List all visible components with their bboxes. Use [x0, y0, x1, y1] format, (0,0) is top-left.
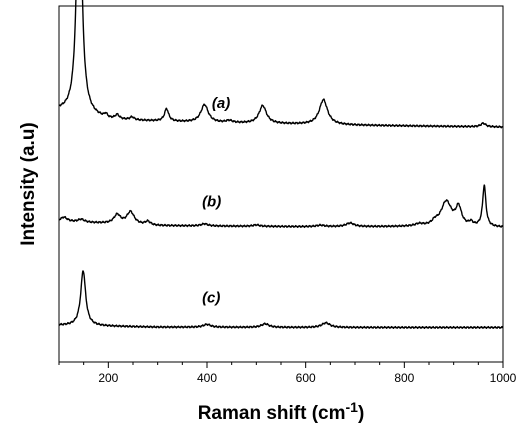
series-label-c: (c) — [202, 290, 220, 307]
series-label-a: (a) — [212, 95, 230, 112]
spectrum-line-c — [58, 270, 504, 330]
x-tick-label: 200 — [98, 371, 118, 385]
series-label-b: (b) — [202, 193, 221, 210]
x-axis-title-main: Raman shift (cm — [198, 403, 346, 424]
x-tick-label: 1000 — [490, 371, 517, 385]
spectrum-line-b — [58, 184, 504, 229]
series-labels-group: (a) (b) (c) — [202, 95, 230, 306]
x-axis-title-superscript: -1 — [346, 399, 359, 415]
x-axis-ticks: 200 400 600 800 1000 — [58, 362, 517, 385]
x-tick-label: 800 — [394, 371, 414, 385]
y-axis-title: Intensity (a.u) — [18, 122, 39, 246]
x-tick-label: 400 — [197, 371, 217, 385]
x-tick-label: 600 — [296, 371, 316, 385]
spectra-group — [58, 0, 504, 330]
x-axis-title-suffix: ) — [358, 403, 364, 424]
spectrum-line-a — [58, 0, 504, 129]
x-axis-title: Raman shift (cm-1) — [198, 399, 365, 424]
plot-frame — [58, 5, 504, 363]
